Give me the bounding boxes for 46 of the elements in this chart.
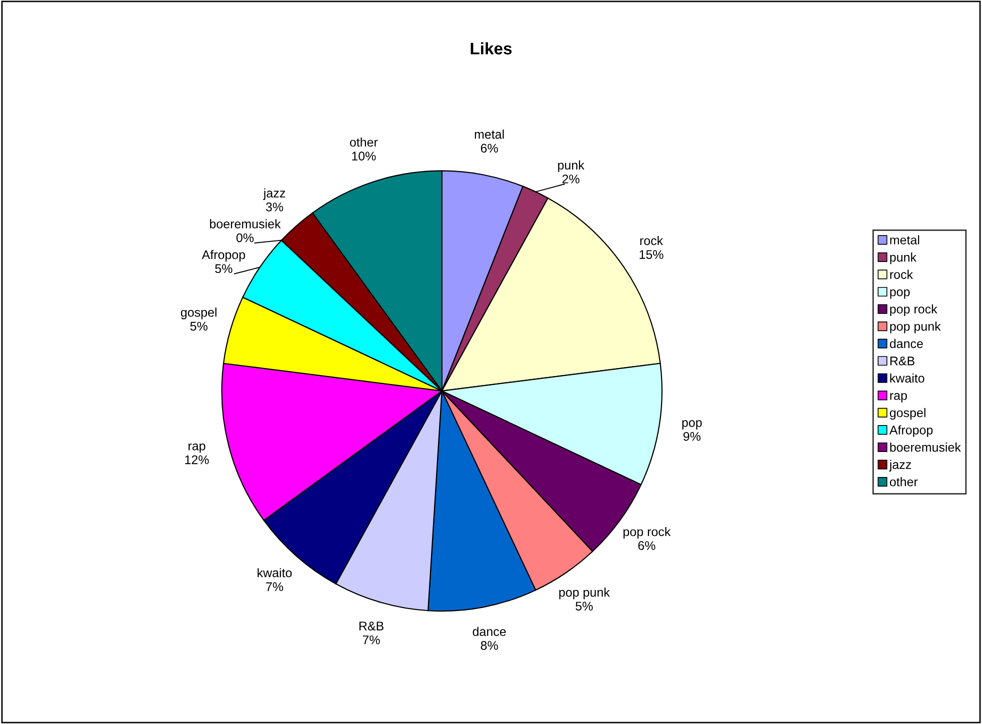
- legend-label: boeremusiek: [890, 442, 961, 452]
- slice-label: R&B: [359, 622, 384, 630]
- slice-label: pop punk: [559, 588, 610, 600]
- data-label: 5%: [576, 602, 593, 611]
- slice-label: punk: [558, 160, 584, 172]
- data-label: 3%: [266, 202, 284, 212]
- data-label: 10%: [352, 152, 376, 161]
- data-label: 12%: [185, 455, 209, 464]
- data-label: 7%: [266, 582, 284, 592]
- legend-label: gospel: [890, 408, 926, 420]
- slice-label: Afropop: [202, 250, 246, 262]
- data-label: 2%: [562, 174, 580, 184]
- slice-label: other: [350, 137, 378, 147]
- data-label: 5%: [190, 322, 208, 331]
- slice-label: metal: [474, 130, 504, 139]
- legend-label: other: [890, 477, 918, 486]
- slice-label: gospel: [180, 308, 216, 320]
- slice-label: rap: [188, 443, 206, 453]
- data-label: 6%: [638, 541, 656, 550]
- legend-label: pop: [890, 289, 910, 299]
- category-label: boeremusiek: [210, 219, 281, 228]
- data-label: 8%: [480, 641, 498, 650]
- legend-label: metal: [890, 235, 920, 244]
- chart-title: Likes: [470, 42, 512, 54]
- slice-label: jazz: [263, 188, 286, 200]
- slice-label: rock: [640, 236, 664, 246]
- legend-label: pop rock: [890, 304, 938, 316]
- slice-label: dance: [472, 626, 506, 636]
- legend-label: R&B: [890, 356, 914, 366]
- legend-label: kwaito: [890, 373, 924, 383]
- legend-label: punk: [890, 252, 916, 264]
- text: 0%: [236, 233, 254, 242]
- data-label: 15%: [640, 250, 664, 259]
- data-label: 5%: [215, 264, 232, 274]
- slice-label: pop: [682, 420, 702, 430]
- data-label: 9%: [683, 432, 700, 441]
- slice-label: pop rock: [624, 526, 671, 539]
- data-label: 6%: [480, 144, 498, 153]
- slice-label: kwaito: [258, 568, 292, 578]
- legend-label: rap: [890, 393, 907, 402]
- legend-label: jazz: [889, 460, 911, 472]
- legend-label: rock: [890, 270, 914, 279]
- legend-label: dance: [890, 338, 923, 348]
- legend-label: Afropop: [889, 425, 933, 437]
- data-label: 7%: [362, 636, 380, 644]
- legend-label: pop punk: [890, 322, 941, 334]
